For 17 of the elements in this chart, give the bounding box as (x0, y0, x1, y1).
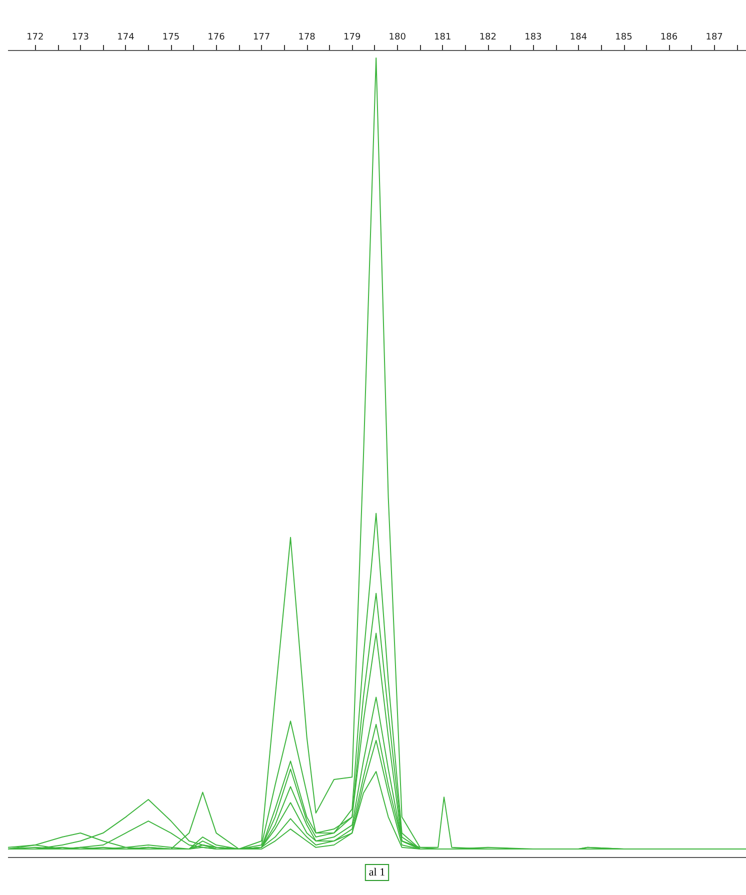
x-tick-label: 186 (660, 32, 678, 42)
x-tick-label: 181 (434, 32, 452, 42)
x-tick-label: 175 (162, 32, 180, 42)
x-tick-label: 176 (208, 32, 226, 42)
x-tick-label: 180 (388, 32, 406, 42)
x-tick-label: 182 (479, 32, 497, 42)
x-tick-label: 187 (706, 32, 723, 42)
x-tick-label: 177 (252, 32, 270, 42)
x-tick-label: 184 (570, 32, 588, 42)
x-tick-label: 174 (117, 32, 135, 42)
x-tick-label: 183 (524, 32, 542, 42)
text: al 1 (368, 866, 386, 878)
x-tick-label: 172 (26, 32, 44, 42)
x-tick-label: 179 (344, 32, 361, 42)
x-tick-label: 178 (298, 32, 316, 42)
x-tick-label: 185 (615, 32, 632, 42)
x-tick-label: 173 (72, 32, 90, 42)
